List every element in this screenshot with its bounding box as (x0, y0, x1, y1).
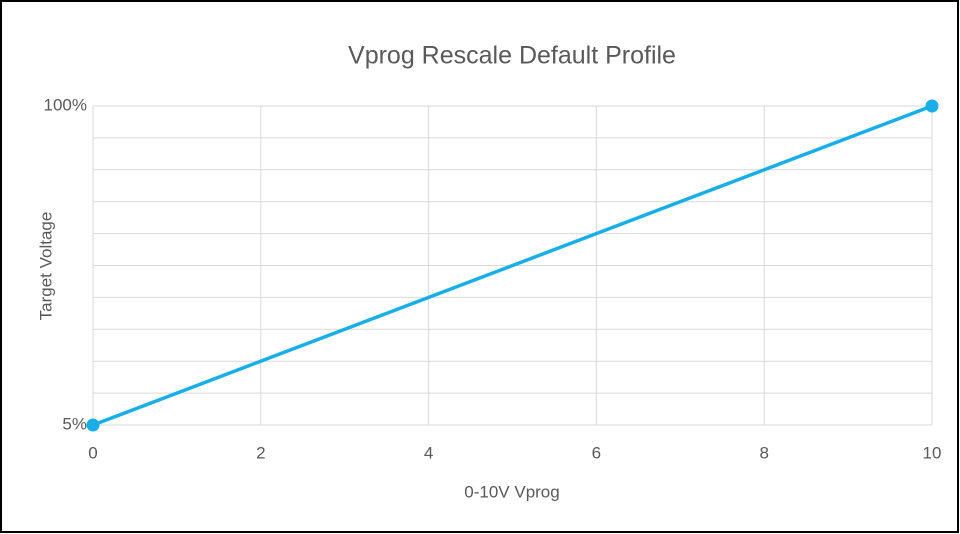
y-axis-label: Target Voltage (36, 212, 55, 321)
point (925, 99, 939, 113)
x-tick-label: 6 (592, 443, 601, 462)
x-tick-label: 0 (88, 443, 97, 462)
x-tick-label: 8 (759, 443, 768, 462)
x-tick-label: 2 (256, 443, 265, 462)
y-tick-label: 100% (44, 95, 87, 114)
chart-title: Vprog Rescale Default Profile (348, 42, 676, 70)
point (86, 418, 100, 432)
x-tick-label: 4 (424, 443, 433, 462)
x-axis-label: 0-10V Vprog (464, 482, 559, 501)
x-tick-label: 10 (923, 443, 942, 462)
y-tick-label: 5% (62, 414, 87, 433)
line (92, 104, 933, 427)
